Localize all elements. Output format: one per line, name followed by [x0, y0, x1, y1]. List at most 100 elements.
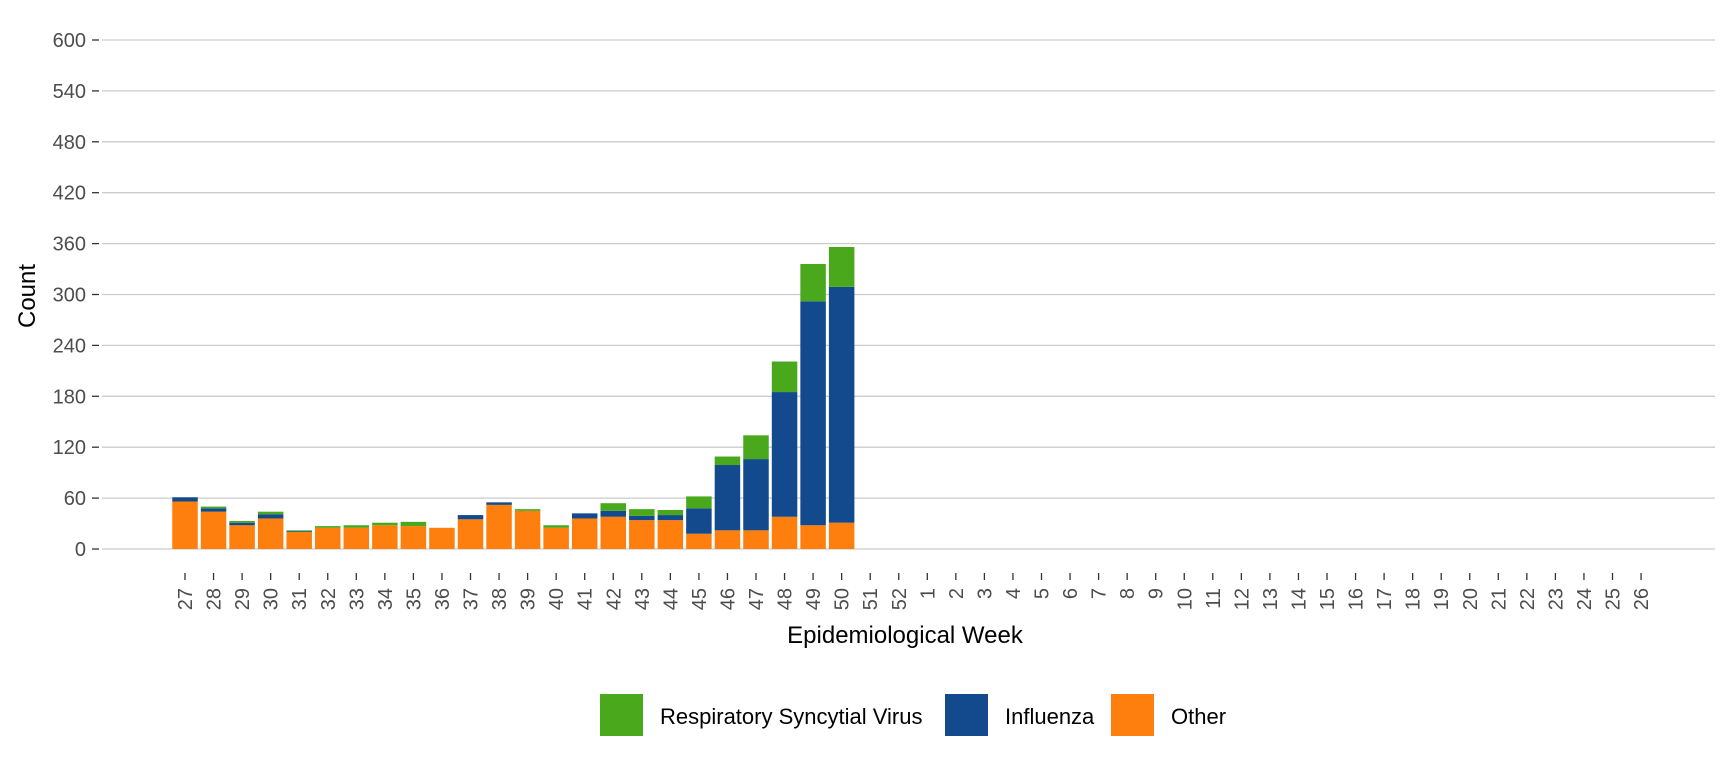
x-tick-label: 1: [917, 588, 939, 599]
x-tick-label: 14: [1288, 588, 1310, 610]
y-tick-label: 360: [53, 234, 86, 256]
x-tick-label: 51: [860, 588, 882, 610]
bar-segment-other: [372, 525, 398, 549]
bar-segment-other: [686, 533, 712, 549]
x-tick-label: 19: [1431, 588, 1453, 610]
bar-segment-other: [771, 516, 798, 549]
bar-segment-influenza: [172, 497, 198, 502]
x-tick-label: 7: [1089, 588, 1111, 599]
bar-segment-influenza: [286, 531, 312, 533]
y-tick-label: 300: [53, 285, 86, 307]
x-tick-label: 52: [889, 588, 911, 610]
y-tick-label: 540: [53, 81, 86, 103]
bar-segment-respiratory-syncytial-virus: [743, 435, 769, 460]
bar-segment-other: [543, 527, 569, 549]
x-axis-title: Epidemiological Week: [787, 622, 1024, 649]
bar-segment-respiratory-syncytial-virus: [686, 496, 712, 509]
legend-label: Respiratory Syncytial Virus: [660, 704, 922, 729]
x-tick-label: 22: [1517, 588, 1539, 610]
y-tick-label: 60: [64, 488, 86, 510]
x-tick-label: 25: [1603, 588, 1625, 610]
bar-segment-influenza: [457, 515, 484, 520]
bar-segment-other: [600, 516, 626, 549]
legend: Respiratory Syncytial Virus Influenza Othe…: [600, 694, 1226, 736]
x-tick-label: 6: [1060, 588, 1082, 599]
y-tick-label: 420: [53, 183, 86, 205]
bar-segment-other: [828, 522, 855, 549]
x-tick-label: 28: [204, 588, 226, 610]
bar-segment-influenza: [571, 513, 598, 519]
x-tick-label: 2: [946, 588, 968, 599]
x-tick-label: 47: [746, 588, 768, 610]
x-tick-label: 9: [1146, 588, 1168, 599]
bar-segment-other: [429, 527, 455, 549]
x-tick-label: 13: [1260, 588, 1282, 610]
x-tick-label: 5: [1032, 588, 1054, 599]
bar-segment-other: [571, 518, 598, 549]
y-tick-label: 0: [75, 539, 86, 561]
x-tick-label: 20: [1460, 588, 1482, 610]
bar-segment-other: [200, 511, 227, 549]
x-axis: 27 28 29 30 31 32 33 34 35 36 37 38 39 40 41 42 43 44 45 46…: [175, 573, 1653, 610]
x-tick-label: 44: [660, 588, 682, 610]
x-tick-label: 10: [1174, 588, 1196, 610]
y-axis-title: Count: [14, 264, 41, 328]
x-tick-label: 31: [289, 588, 311, 610]
bar-segment-influenza: [714, 465, 741, 531]
x-tick-label: 15: [1317, 588, 1339, 610]
x-tick-label: 32: [318, 588, 340, 610]
bar-segment-other: [229, 525, 255, 549]
bar-segment-influenza: [629, 515, 655, 521]
bar-segment-other: [343, 527, 370, 549]
x-tick-label: 39: [518, 588, 540, 610]
bar-segment-respiratory-syncytial-virus: [372, 522, 398, 526]
bar-segment-other: [714, 530, 741, 549]
bar-segment-influenza: [771, 392, 798, 517]
bar-segment-influenza: [257, 514, 284, 519]
bar-segment-respiratory-syncytial-virus: [629, 509, 655, 516]
bar-segment-other: [486, 504, 512, 549]
bar-segment-other: [315, 527, 341, 549]
y-tick-label: 600: [53, 30, 86, 52]
legend-label: Influenza: [1005, 704, 1095, 729]
bar-segment-respiratory-syncytial-virus: [343, 525, 370, 528]
legend-swatch: [945, 694, 988, 736]
x-tick-label: 42: [603, 588, 625, 610]
bar-segment-other: [800, 525, 826, 549]
bar-segment-respiratory-syncytial-virus: [657, 509, 684, 516]
x-tick-label: 3: [974, 588, 996, 599]
x-tick-label: 36: [432, 588, 454, 610]
bar-segment-influenza: [600, 510, 626, 517]
x-tick-label: 11: [1203, 588, 1225, 609]
x-tick-label: 40: [546, 588, 568, 610]
bar-segment-influenza: [686, 508, 712, 534]
x-tick-label: 23: [1545, 588, 1567, 610]
x-tick-label: 35: [403, 588, 425, 610]
x-tick-label: 18: [1403, 588, 1425, 610]
x-tick-label: 34: [375, 588, 397, 610]
bar-segment-respiratory-syncytial-virus: [714, 456, 741, 466]
bar-segment-other: [457, 519, 484, 549]
bar-segment-influenza: [828, 286, 855, 523]
y-tick-label: 180: [53, 386, 86, 408]
x-tick-label: 17: [1374, 588, 1396, 610]
bar-segment-respiratory-syncytial-virus: [771, 361, 798, 393]
bar-segment-other: [257, 518, 284, 549]
bar-segment-respiratory-syncytial-virus: [257, 511, 284, 515]
y-tick-label: 240: [53, 335, 86, 357]
bar-segment-influenza: [800, 301, 826, 526]
bar-segment-influenza: [229, 522, 255, 526]
bar-segment-respiratory-syncytial-virus: [600, 503, 626, 511]
bar-segment-influenza: [657, 515, 684, 521]
legend-swatch: [1111, 694, 1154, 736]
x-tick-label: 27: [175, 588, 197, 610]
x-tick-label: 50: [832, 588, 854, 610]
x-tick-label: 30: [261, 588, 283, 610]
bar-segment-respiratory-syncytial-virus: [800, 263, 826, 302]
y-tick-label: 480: [53, 132, 86, 154]
bar-segment-other: [514, 510, 541, 549]
x-tick-label: 48: [775, 588, 797, 610]
x-tick-label: 46: [717, 588, 739, 610]
x-tick-label: 8: [1117, 588, 1139, 599]
